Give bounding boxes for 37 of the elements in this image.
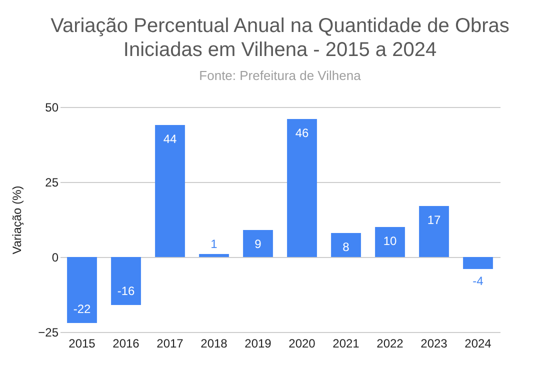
bar — [287, 119, 317, 257]
chart-title: Variação Percentual Anual na Quantidade de Obras Iniciadas em Vilhena - 2015 a 2024 — [50, 15, 510, 61]
y-tick-label: 25 — [45, 176, 59, 190]
bar — [111, 257, 141, 305]
x-tick-label: 2022 — [376, 336, 404, 350]
bar — [463, 257, 493, 269]
y-axis-title: Variação (%) — [10, 186, 24, 254]
x-tick-label: 2019 — [244, 336, 272, 350]
x-tick-label: 2023 — [420, 336, 448, 350]
x-tick-label: 2015 — [68, 336, 96, 350]
data-label: -22 — [73, 302, 91, 316]
bar — [199, 254, 229, 257]
data-label: 46 — [295, 126, 309, 140]
data-label: 8 — [342, 240, 350, 254]
data-label: 44 — [163, 132, 177, 146]
bar — [331, 233, 361, 257]
data-label: -4 — [472, 274, 484, 288]
data-label: 9 — [254, 237, 262, 251]
x-tick-label: 2018 — [200, 336, 228, 350]
bar — [419, 206, 449, 257]
data-label: 17 — [427, 213, 441, 227]
y-tick-label: 0 — [52, 250, 59, 264]
x-tick-label: 2024 — [464, 336, 492, 350]
chart-subtitle: Fonte: Prefeitura de Vilhena — [199, 68, 362, 83]
y-tick-label: 50 — [45, 100, 59, 114]
bar — [155, 125, 185, 257]
bar — [375, 227, 405, 257]
data-label: 1 — [210, 237, 218, 251]
data-label: 10 — [383, 234, 397, 248]
x-tick-label: 2016 — [112, 336, 140, 350]
bar — [67, 257, 97, 323]
data-label: -16 — [117, 284, 135, 298]
y-tick-label: −25 — [38, 326, 59, 340]
bar — [243, 230, 273, 257]
x-tick-label: 2021 — [332, 336, 360, 350]
x-tick-label: 2020 — [288, 336, 316, 350]
x-tick-label: 2017 — [156, 336, 184, 350]
